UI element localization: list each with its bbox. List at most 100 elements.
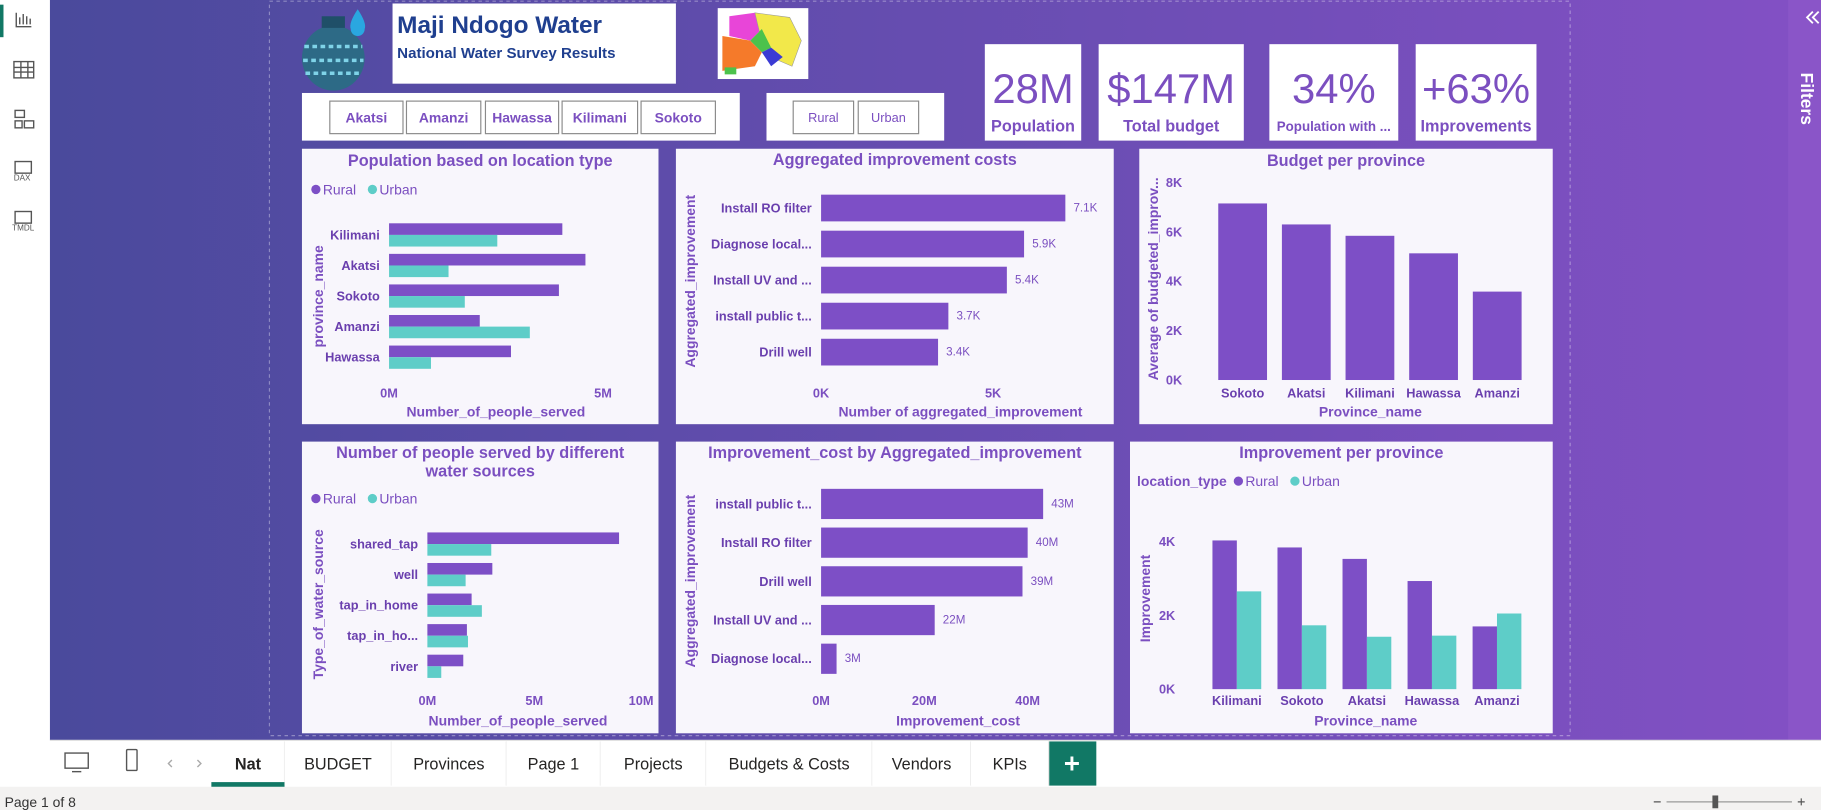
mobile-view[interactable] — [125, 748, 138, 772]
data-label: 43M — [1051, 497, 1074, 510]
data-label: 22M — [943, 614, 966, 627]
filters-pane[interactable] — [1788, 0, 1821, 741]
category-label: Sokoto — [337, 289, 380, 304]
legend-label: Urban — [1302, 473, 1340, 489]
slicer-button[interactable] — [792, 100, 855, 135]
kpi-card — [1415, 44, 1537, 141]
category-label: Diagnose local... — [711, 237, 812, 252]
x-axis-title: Province_name — [1314, 713, 1417, 729]
data-label: 3.4K — [946, 346, 970, 359]
bar — [389, 265, 449, 278]
slicer-label: Sokoto — [655, 109, 702, 125]
tab-arrows[interactable] — [167, 759, 202, 768]
category-label: Hawassa — [325, 350, 381, 365]
dax-icon[interactable] — [14, 160, 33, 174]
slicer-button[interactable] — [640, 100, 716, 135]
chart-title-box: Aggregated improvement costs — [773, 150, 1017, 169]
kpi-value: 34% — [1292, 65, 1376, 112]
bar — [389, 357, 431, 369]
page-tab[interactable] — [872, 741, 971, 786]
bar — [389, 223, 563, 235]
category-label: Akatsi — [1348, 693, 1386, 708]
legend-label: Rural — [323, 491, 356, 507]
slicer-button[interactable] — [329, 100, 404, 135]
y-axis-title: Type_of_water_source — [310, 529, 326, 679]
x-axis-title: Number_of_people_served — [429, 713, 608, 729]
page-tab[interactable] — [706, 741, 873, 786]
bar — [427, 532, 620, 545]
category-label: Kilimani — [1212, 693, 1262, 708]
sidebar-icons — [13, 12, 35, 224]
tmdl-icon[interactable] — [14, 210, 33, 224]
bar — [389, 296, 465, 308]
data-label: 7.1K — [1073, 202, 1097, 215]
kpi-label: Improvements — [1421, 118, 1532, 136]
chart-title: Improvement_cost by Aggregated_improveme… — [708, 442, 1082, 462]
slicer-button[interactable] — [484, 100, 560, 135]
bar — [1281, 224, 1331, 381]
bar — [389, 326, 530, 339]
category-label: river — [390, 659, 418, 674]
slicer-label: Amanzi — [419, 109, 469, 125]
report-subtitle: National Water Survey Results — [397, 45, 615, 62]
kpi-label: Total budget — [1123, 118, 1220, 136]
bar — [427, 666, 442, 678]
y-tick-label: 2K — [1166, 323, 1183, 338]
page-tab[interactable] — [600, 741, 707, 786]
desktop-view[interactable] — [64, 752, 89, 769]
bar — [1366, 636, 1392, 690]
slicer-button[interactable] — [405, 100, 482, 135]
tab-label: Vendors — [892, 756, 952, 774]
category-label: Hawassa — [1406, 385, 1462, 400]
page-tab[interactable] — [970, 741, 1049, 786]
legend-label: Rural — [1245, 473, 1278, 489]
category-label: Install RO filter — [721, 535, 812, 550]
bar — [1342, 558, 1367, 690]
title-box — [392, 3, 676, 84]
slicer-label: Kilimani — [573, 109, 627, 125]
x-tick-label: 0K — [813, 385, 830, 400]
page-tab[interactable] — [211, 741, 285, 786]
page-tab[interactable] — [391, 741, 507, 786]
chart-panel — [301, 441, 659, 734]
bar — [427, 624, 467, 636]
category-label: Hawassa — [1405, 693, 1461, 708]
page-tab[interactable] — [506, 741, 601, 786]
category-label: shared_tap — [350, 537, 418, 552]
filters-label: Filters — [1797, 73, 1817, 125]
bar — [1472, 626, 1497, 690]
legend-marker — [1290, 476, 1300, 486]
chart-title-box: Number of people served by different wat… — [336, 443, 624, 480]
bar — [821, 527, 1028, 558]
page-indicator: Page 1 of 8 — [5, 794, 77, 810]
slicer-button[interactable] — [857, 100, 920, 135]
bar — [389, 284, 559, 297]
x-tick-label: 0M — [812, 693, 830, 708]
y-axis-title: Improvement — [1137, 554, 1153, 642]
page-tab[interactable] — [284, 741, 392, 786]
kpi-label: Population — [991, 118, 1075, 136]
slicer-button[interactable] — [561, 100, 639, 135]
tab-label: Page 1 — [528, 756, 579, 774]
collapse-icon[interactable] — [1805, 10, 1820, 24]
category-label: Install UV and ... — [713, 613, 812, 628]
model-icon[interactable] — [14, 109, 26, 119]
data-label: 3M — [845, 652, 861, 665]
category-label: install public t... — [715, 496, 811, 511]
zoom-slider[interactable] — [1653, 795, 1805, 809]
bar — [427, 593, 472, 606]
data-label: 5.4K — [1015, 274, 1039, 287]
category-label: Diagnose local... — [711, 651, 812, 666]
report-icon[interactable] — [15, 12, 32, 28]
legend-label: Urban — [379, 181, 417, 197]
tab-label: Nat — [235, 756, 262, 774]
table-icon[interactable] — [13, 60, 35, 79]
view-icons — [64, 748, 280, 773]
legend-marker — [311, 184, 321, 195]
dax-label: DAX — [14, 173, 31, 182]
bar — [427, 605, 482, 617]
y-tick-label: 0K — [1159, 682, 1176, 697]
category-label: Akatsi — [1287, 385, 1325, 400]
